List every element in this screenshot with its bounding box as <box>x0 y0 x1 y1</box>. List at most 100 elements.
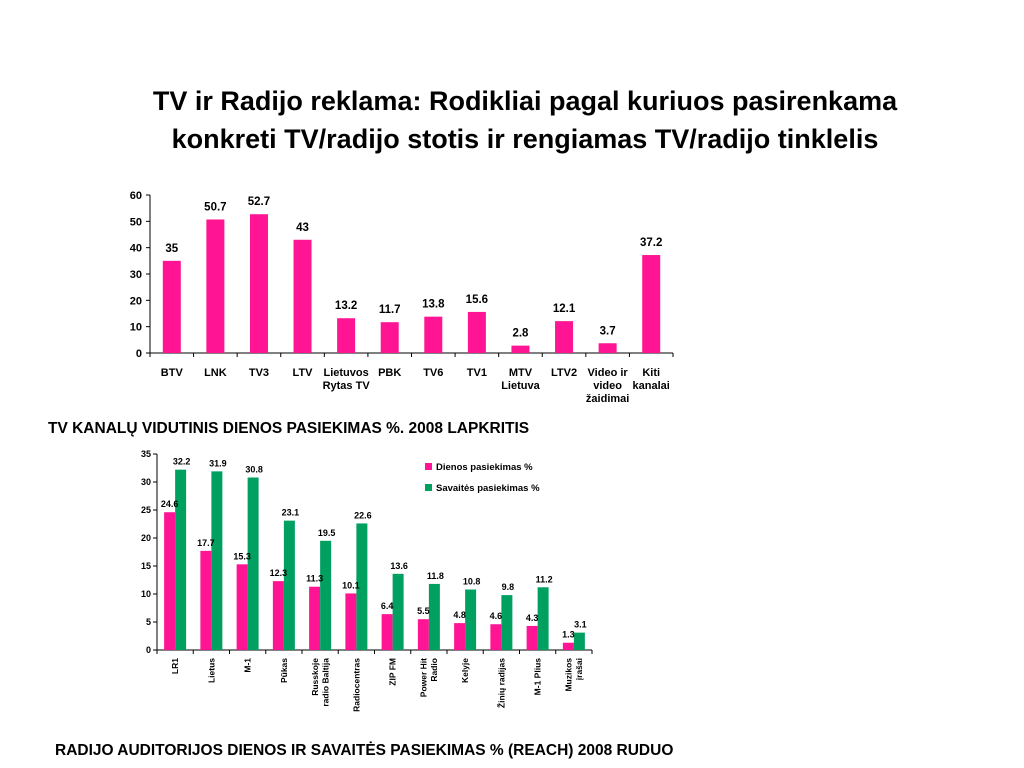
y-tick-label: 5 <box>146 617 151 627</box>
category-label: Lietus <box>206 658 216 683</box>
bar-dienos <box>272 581 284 650</box>
bar-dienos-label: 15.3 <box>233 551 251 561</box>
tv-chart-caption: TV KANALŲ VIDUTINIS DIENOS PASIEKIMAS %.… <box>48 420 530 437</box>
bar-savaites-label: 3.1 <box>574 620 587 630</box>
radio-reach-chart: 0 5 10 15 20 25 30 35 24.6 32.2 LR1 17.7 31.9 Lietus 1… <box>141 449 593 712</box>
y-tick-label: 10 <box>130 322 142 334</box>
category-label: kanalai <box>633 380 670 392</box>
y-tick-label: 0 <box>146 645 151 655</box>
bar <box>642 255 661 353</box>
bar-savaites-label: 30.8 <box>245 465 263 475</box>
category-label: BTV <box>161 367 184 379</box>
bar-dienos-label: 4.8 <box>453 610 466 620</box>
category-label: LNK <box>204 367 227 379</box>
y-tick-label: 60 <box>130 190 142 202</box>
category-label: Lietuvos <box>324 367 369 379</box>
category-label: video <box>593 380 622 392</box>
category-label: Video ir <box>588 367 629 379</box>
bar-savaites-label: 23.1 <box>282 508 300 518</box>
category-label: M-1 <box>243 658 253 673</box>
legend-label-dienos: Dienos pasiekimas % <box>436 462 533 473</box>
bar <box>380 322 399 353</box>
bar-value-label: 52.7 <box>248 196 270 208</box>
y-tick-label: 10 <box>141 589 151 599</box>
bar-dienos-label: 24.6 <box>161 499 179 509</box>
category-label: Radiocentras <box>351 658 361 712</box>
bar-savaites <box>537 587 549 650</box>
bar-dienos-label: 6.4 <box>381 601 394 611</box>
bar-dienos-label: 5.5 <box>417 606 430 616</box>
category-label: LTV <box>293 367 314 379</box>
bar-value-label: 50.7 <box>204 201 226 213</box>
legend-swatch-savaites <box>425 484 432 491</box>
bar-dienos-label: 17.7 <box>197 538 215 548</box>
bar-dienos-label: 11.3 <box>306 574 323 584</box>
bar-value-label: 35 <box>165 243 178 255</box>
bar-dienos <box>236 564 248 650</box>
slide-title: TV ir Radijo reklama: Rodikliai pagal ku… <box>40 82 1010 158</box>
bar-savaites-label: 22.6 <box>354 510 372 520</box>
bar-savaites <box>211 471 223 650</box>
bar <box>293 239 312 353</box>
bar-savaites-label: 31.9 <box>209 458 227 468</box>
category-label: įrašai <box>574 658 584 680</box>
bar-dienos-label: 4.6 <box>490 611 503 621</box>
bar-savaites-label: 11.8 <box>427 571 444 581</box>
bar-dienos <box>164 512 176 650</box>
bar-savaites <box>247 477 259 650</box>
bar-value-label: 43 <box>296 222 309 234</box>
bar-savaites-label: 13.6 <box>390 561 408 571</box>
bar-dienos <box>454 623 466 650</box>
tv-reach-chart: 0 10 20 30 40 50 60 35 BTV 50.7 LNK 52.7 TV3 43 LTV 13.… <box>130 190 674 405</box>
y-tick-label: 20 <box>141 533 151 543</box>
y-tick-label: 25 <box>141 505 151 515</box>
bar-dienos <box>490 624 502 650</box>
bar-dienos <box>562 642 574 650</box>
bar <box>555 321 574 353</box>
category-label: LTV2 <box>551 367 577 379</box>
legend-swatch-dienos <box>425 463 432 470</box>
category-label: Russkoje <box>310 658 320 696</box>
category-label: TV3 <box>249 367 269 379</box>
bar-value-label: 37.2 <box>640 237 662 249</box>
bar-dienos <box>526 625 538 650</box>
y-tick-label: 50 <box>130 216 142 228</box>
category-label: Kiti <box>642 367 660 379</box>
legend-label-savaites: Savaitės pasiekimas % <box>436 483 540 494</box>
bar-value-label: 15.6 <box>466 294 488 306</box>
y-tick-label: 30 <box>141 477 151 487</box>
category-label: MTV <box>509 367 533 379</box>
radio-chart-caption: RADIJO AUDITORIJOS DIENOS IR SAVAITĖS PA… <box>55 742 674 759</box>
bar-dienos-label: 10.1 <box>342 580 360 590</box>
bar-savaites <box>428 583 440 650</box>
category-label: ZIP FM <box>388 658 398 686</box>
bar <box>424 316 443 353</box>
category-label: Muzikos <box>564 658 574 692</box>
bar-dienos <box>200 550 212 650</box>
bar-savaites <box>392 573 404 650</box>
bar-savaites <box>320 540 332 650</box>
category-label: Power Hit <box>419 658 429 697</box>
bar-dienos <box>381 614 393 650</box>
bar-dienos-label: 1.3 <box>562 630 575 640</box>
bar-savaites-label: 19.5 <box>318 528 336 538</box>
category-label: radio Baltija <box>320 658 330 707</box>
bar-savaites <box>573 632 585 650</box>
bar-savaites-label: 10.8 <box>463 577 481 587</box>
category-label: PBK <box>378 367 401 379</box>
bar-value-label: 2.8 <box>512 328 529 340</box>
bar <box>249 214 268 353</box>
category-label: Kelyje <box>460 658 470 683</box>
category-label: Radio <box>429 658 439 682</box>
bar-savaites-label: 9.8 <box>502 582 515 592</box>
bar-value-label: 13.2 <box>335 300 357 312</box>
bar-savaites-label: 11.2 <box>536 574 553 584</box>
y-tick-label: 20 <box>130 295 142 307</box>
slide-title-line-2: konkreti TV/radijo stotis ir rengiamas T… <box>171 124 879 154</box>
bar-value-label: 13.8 <box>422 299 445 311</box>
bar-value-label: 3.7 <box>600 325 616 337</box>
bar-savaites-label: 32.2 <box>173 457 191 467</box>
bar-savaites <box>283 520 295 650</box>
bar <box>162 260 181 353</box>
bar-dienos-label: 4.3 <box>526 613 539 623</box>
